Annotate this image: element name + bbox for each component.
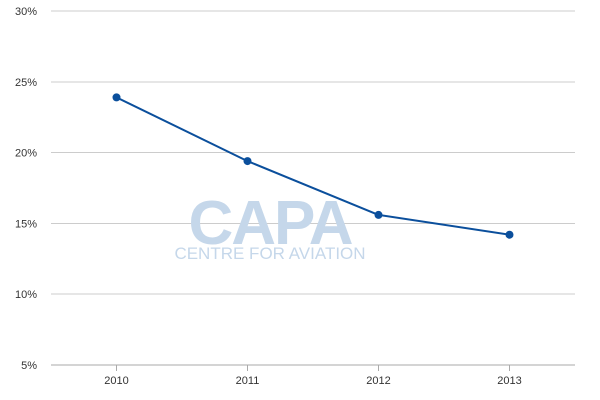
y-axis-ticks: 5% 10% 15% 20% 25% 30% [15,6,37,372]
x-tick-label: 2012 [366,375,390,387]
x-axis: 2010 2011 2012 2013 [104,365,522,387]
y-tick-label: 25% [15,77,37,89]
data-point[interactable] [505,230,514,239]
watermark-logo: CAPA [188,189,352,258]
y-tick-label: 30% [15,6,37,18]
gridlines [51,10,575,366]
y-tick-label: 20% [15,148,37,160]
series-line [112,93,514,239]
x-tick-label: 2010 [104,375,128,387]
data-point[interactable] [374,210,383,219]
data-point[interactable] [112,93,121,102]
y-tick-label: 15% [15,218,37,230]
capa-watermark: CAPA CENTRE FOR AVIATION [174,189,365,263]
y-tick-label: 5% [21,360,37,372]
y-tick-label: 10% [15,289,37,301]
x-tick-label: 2011 [236,375,260,387]
x-tick-label: 2013 [497,375,521,387]
data-point[interactable] [243,157,252,166]
watermark-subtitle: CENTRE FOR AVIATION [174,244,365,263]
series-line-path [116,96,510,236]
